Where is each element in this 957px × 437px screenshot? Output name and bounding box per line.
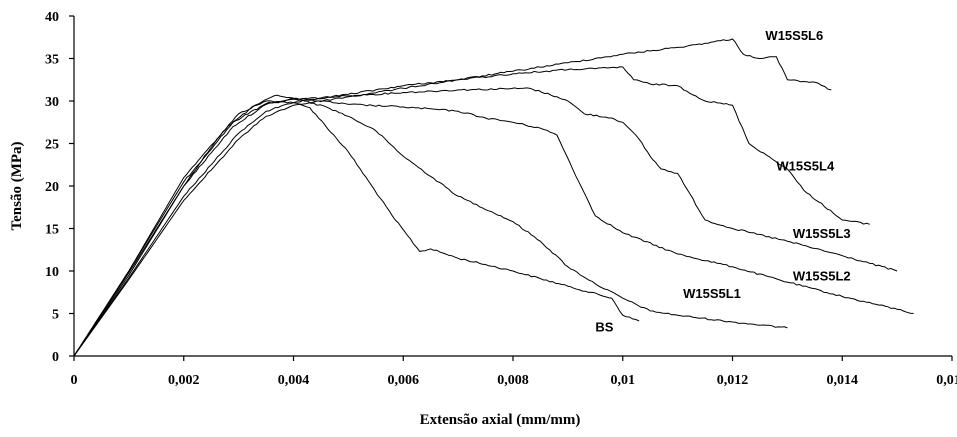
series-label-w15s5l4: W15S5L4 [776, 159, 835, 174]
y-ticks: 0 5 10 15 20 25 30 35 40 [45, 10, 74, 365]
series-group [73, 38, 914, 357]
x-tick-label: 0,014 [827, 373, 859, 388]
series-label-w15s5l6: W15S5L6 [765, 28, 823, 43]
x-tick-label: 0,008 [497, 373, 529, 388]
x-axis-title: Extensão axial (mm/mm) [420, 412, 581, 428]
x-tick-label: 0 [71, 373, 78, 388]
y-tick-label: 5 [52, 308, 59, 323]
series-line-w15s5l3 [73, 87, 898, 357]
y-tick-label: 20 [45, 180, 59, 195]
y-tick-label: 0 [52, 350, 59, 365]
series-line-w15s5l6 [73, 38, 832, 357]
x-tick-label: 0,006 [388, 373, 420, 388]
series-line-w15s5l2 [73, 97, 914, 357]
y-tick-label: 25 [45, 138, 59, 153]
series-label-w15s5l1: W15S5L1 [683, 286, 741, 301]
series-label-bs: BS [595, 319, 613, 334]
y-axis-title: Tensão (MPa) [9, 141, 25, 230]
x-tick-label: 0,002 [168, 373, 200, 388]
x-tick-label: 0,004 [278, 373, 310, 388]
series-line-w15s5l4 [73, 66, 870, 357]
x-tick-label: 0,012 [717, 373, 749, 388]
y-tick-label: 10 [45, 265, 59, 280]
x-ticks: 0 0,002 0,004 0,006 0,008 0,01 0,012 0,014 0,016 [71, 356, 957, 388]
y-tick-label: 15 [45, 223, 59, 238]
series-line-bs [73, 100, 640, 357]
x-tick-label: 0,016 [936, 373, 957, 388]
x-axis: 0 0,002 0,004 0,006 0,008 0,01 0,012 0,014 0,016… [71, 355, 957, 428]
series-labels: W15S5L6 W15S5L4 W15S5L3 W15S5L2 W15S5L1 BS [595, 28, 850, 335]
y-tick-label: 35 [45, 53, 59, 68]
series-label-w15s5l3: W15S5L3 [793, 226, 851, 241]
x-tick-label: 0,01 [611, 373, 636, 388]
series-line-w15s5l1 [73, 94, 788, 357]
y-tick-label: 40 [45, 10, 59, 25]
y-axis: 0 5 10 15 20 25 30 35 40 Tensão (MPa) [9, 10, 75, 365]
series-label-w15s5l2: W15S5L2 [793, 268, 851, 283]
y-tick-label: 30 [45, 95, 59, 110]
